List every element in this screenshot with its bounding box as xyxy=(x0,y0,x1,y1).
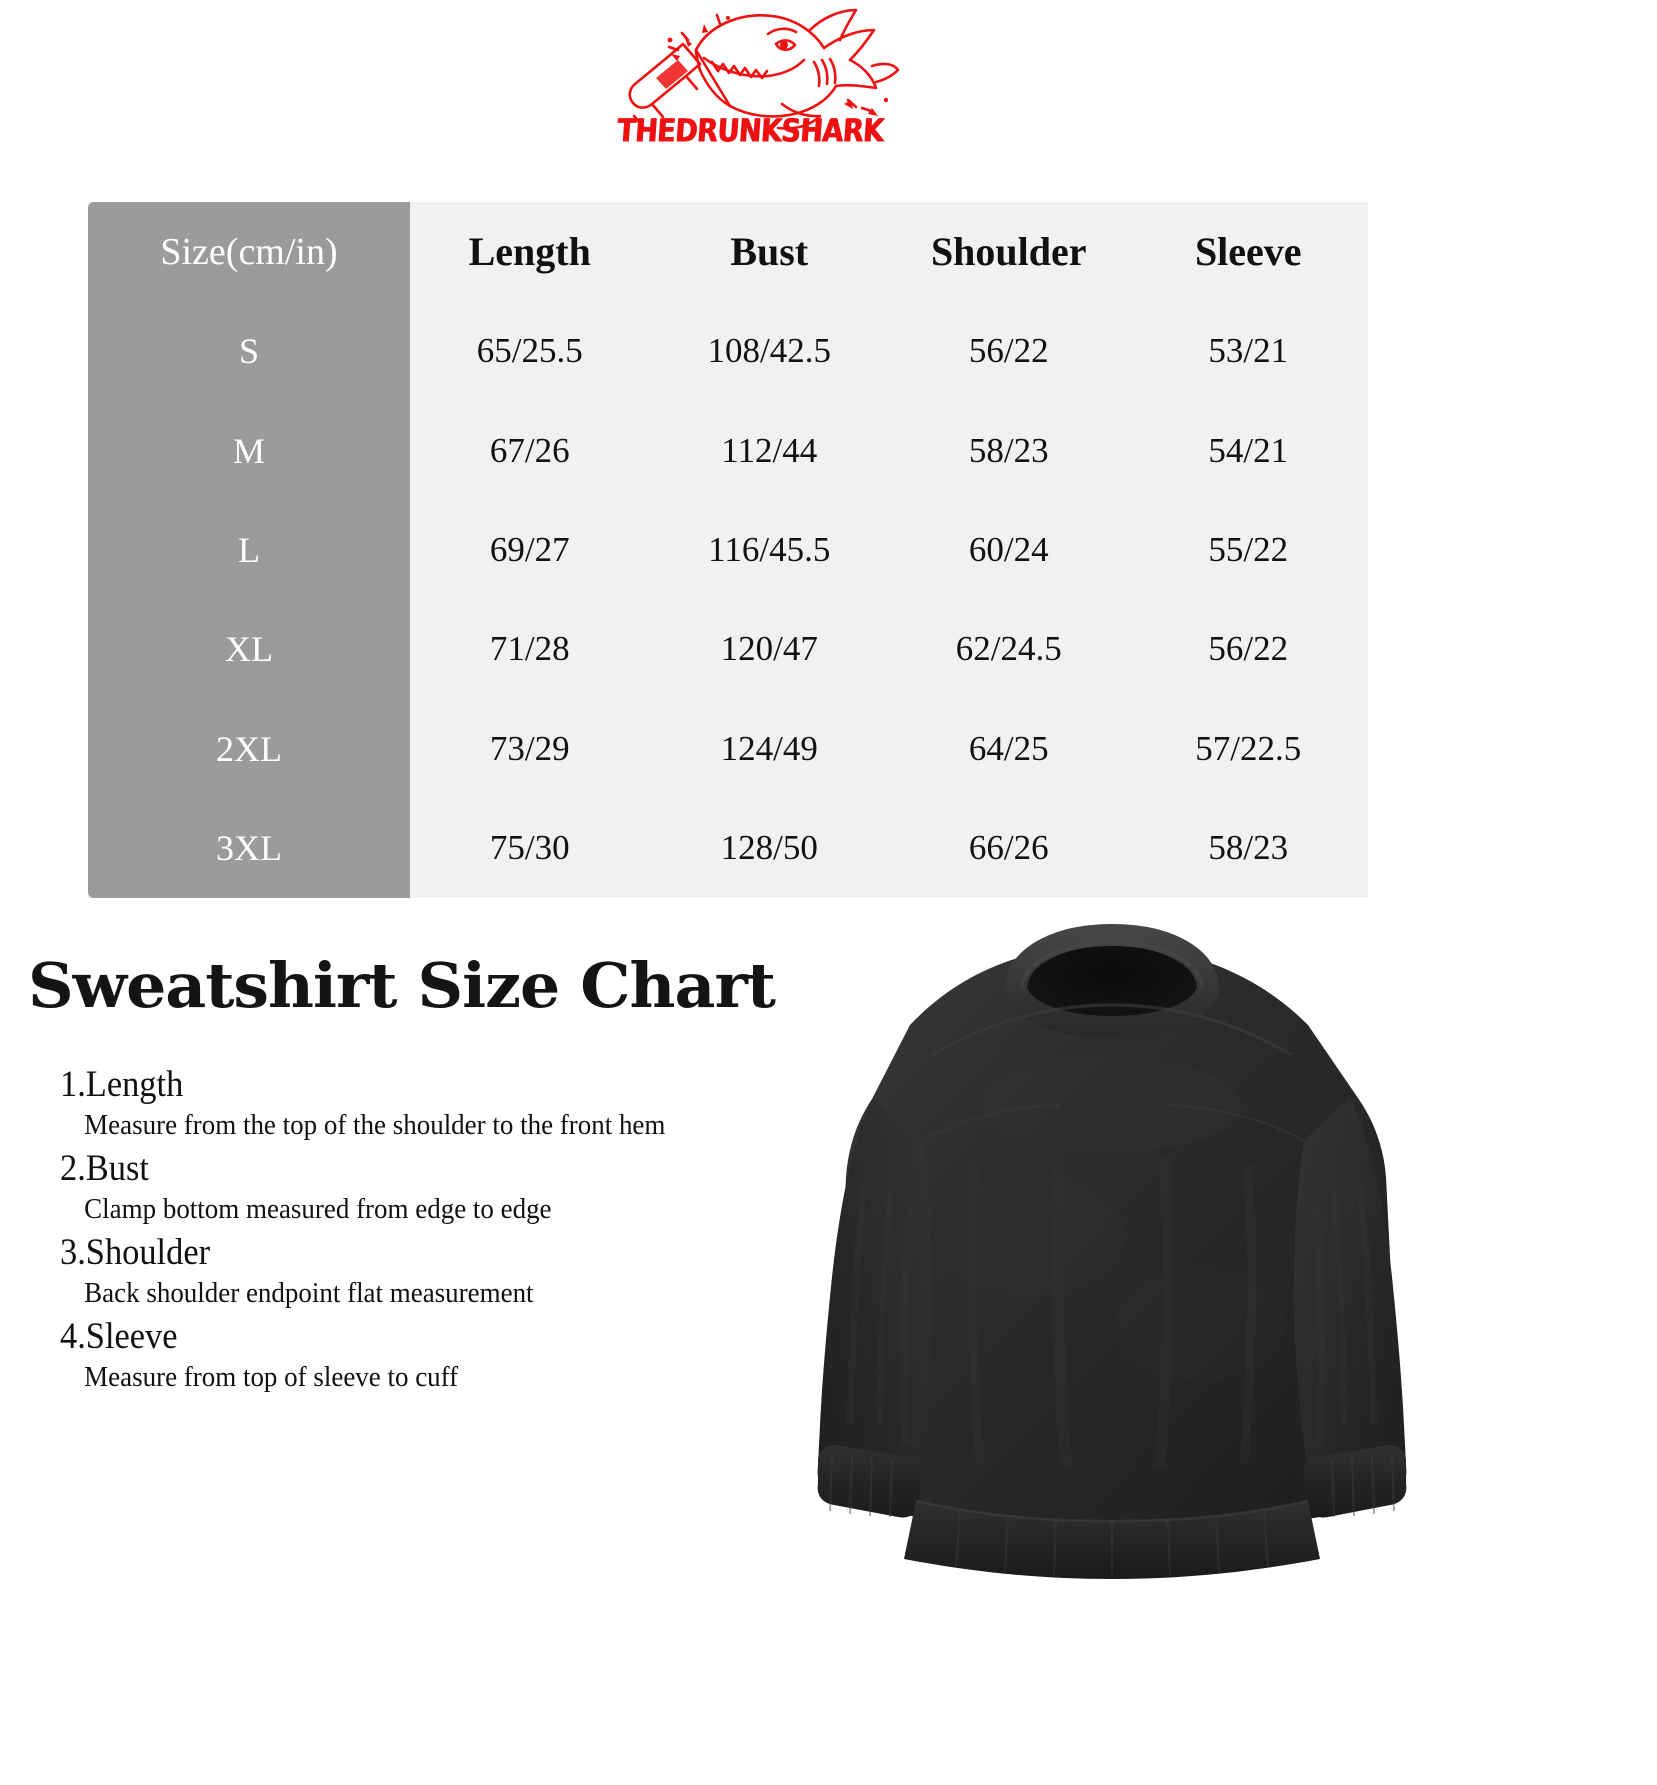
table-cell-shoulder: 56/22 xyxy=(968,331,1049,371)
table-row-size: M xyxy=(88,400,410,501)
brand-wordmark: THEDRUNKSHARK xyxy=(615,113,885,150)
table-cell-sleeve: 54/21 xyxy=(1208,430,1289,470)
table-cell-sleeve: 53/21 xyxy=(1208,331,1289,371)
table-cell-shoulder: 58/23 xyxy=(968,430,1049,470)
table-cell-length: 75/30 xyxy=(489,828,570,868)
table-cell-shoulder: 62/24.5 xyxy=(955,629,1062,669)
table-cell-bust: 112/44 xyxy=(721,430,818,470)
table-header-sleeve: Sleeve xyxy=(1194,229,1302,275)
table-cell-shoulder: 64/25 xyxy=(968,728,1049,768)
table-cell-length: 71/28 xyxy=(489,629,570,669)
table-row-size: L xyxy=(88,500,410,600)
table-cell-length: 69/27 xyxy=(489,529,570,569)
instruction-heading: 1.Length xyxy=(60,1064,184,1105)
instruction-body: Measure from the top of the shoulder to … xyxy=(84,1108,666,1141)
table-cell-sleeve: 57/22.5 xyxy=(1195,728,1302,768)
table-row-size: XL xyxy=(88,599,410,700)
table-cell-shoulder: 66/26 xyxy=(968,828,1049,868)
instruction-body: Clamp bottom measured from edge to edge xyxy=(84,1192,552,1225)
table-cell-shoulder: 60/24 xyxy=(968,529,1049,569)
table-cell-bust: 120/47 xyxy=(720,629,818,669)
instruction-heading: 2.Bust xyxy=(60,1148,149,1190)
instruction-heading: 3.Shoulder xyxy=(60,1232,211,1274)
table-cell-length: 65/25.5 xyxy=(476,331,583,371)
page-title: Sweatshirt Size Chart xyxy=(28,949,776,1022)
table-header-bust: Bust xyxy=(730,229,809,275)
table-cell-sleeve: 58/23 xyxy=(1208,828,1289,868)
table-row-size: 2XL xyxy=(88,699,410,799)
table-header-length: Length xyxy=(468,229,591,275)
instruction-item: 3.Shoulder Back shoulder endpoint flat m… xyxy=(60,1230,740,1310)
table-cell-bust: 124/49 xyxy=(720,728,818,768)
product-photo-sweatshirt xyxy=(817,923,1407,1579)
measurement-instructions: 1.Length Measure from the top of the sho… xyxy=(60,1062,740,1398)
table-cell-length: 67/26 xyxy=(489,430,570,470)
table-cell-sleeve: 56/22 xyxy=(1208,629,1289,669)
instruction-body: Back shoulder endpoint flat measurement xyxy=(84,1277,534,1310)
instruction-item: 1.Length Measure from the top of the sho… xyxy=(60,1062,740,1142)
instruction-body: Measure from top of sleeve to cuff xyxy=(84,1361,459,1394)
instruction-item: 4.Sleeve Measure from top of sleeve to c… xyxy=(60,1314,740,1394)
instruction-heading: 4.Sleeve xyxy=(60,1316,178,1358)
shark-with-bottle-icon xyxy=(628,8,900,131)
table-header-shoulder: Shoulder xyxy=(930,229,1087,275)
table-cell-sleeve: 55/22 xyxy=(1208,529,1289,569)
instruction-item: 2.Bust Clamp bottom measured from edge t… xyxy=(60,1146,740,1226)
table-row-size: 3XL xyxy=(88,798,410,898)
table-cell-bust: 128/50 xyxy=(720,828,818,868)
table-cell-bust: 108/42.5 xyxy=(707,331,831,371)
table-row-size: S xyxy=(88,301,410,401)
table-header-size: Size(cm/in) xyxy=(88,202,410,302)
brand-logo: THEDRUNKSHARK xyxy=(600,4,900,164)
table-cell-bust: 116/45.5 xyxy=(708,529,831,569)
size-table: Size(cm/in) Length Bust Shoulder Sleeve … xyxy=(88,202,1368,898)
table-cell-length: 73/29 xyxy=(489,728,570,768)
